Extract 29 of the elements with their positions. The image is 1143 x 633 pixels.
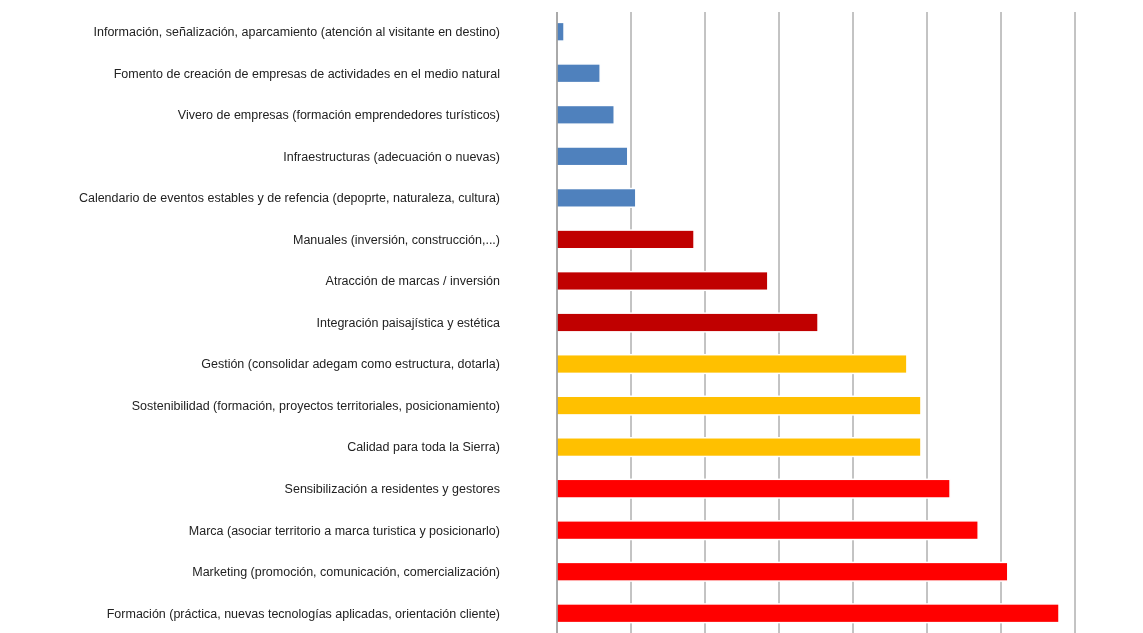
- y-tick-label: Sensibilización a residentes y gestores: [284, 482, 500, 497]
- bar: [556, 603, 1060, 624]
- bar: [556, 561, 1009, 582]
- y-tick-label: Fomento de creación de empresas de actividades en el medio natural: [113, 66, 500, 81]
- bar: [556, 104, 615, 125]
- bar: [556, 520, 979, 541]
- bar: [556, 229, 695, 250]
- y-tick-label: Sostenibilidad (formación, proyectos territoriales, posicionamiento): [131, 398, 500, 413]
- y-tick-label: Atracción de marcas / inversión: [325, 274, 501, 289]
- bar: [556, 478, 951, 499]
- bar: [556, 437, 922, 458]
- y-tick-label: Integración paisajística y estética: [316, 315, 501, 330]
- y-tick-label: Gestión (consolidar adegam como estructura, dotarla): [201, 357, 500, 372]
- bar: [556, 63, 601, 84]
- y-tick-label: Formación (práctica, nuevas tecnologías aplicadas, orientación cliente): [106, 606, 500, 621]
- bar: [556, 312, 819, 333]
- bar: [556, 270, 769, 292]
- bar: [556, 146, 629, 167]
- y-tick-label: Calendario de eventos estables y de refencia (depoprte, naturaleza, cultura): [78, 191, 500, 206]
- y-tick-label: Calidad para toda la Sierra): [347, 440, 500, 455]
- y-tick-label: Información, señalización, aparcamiento (atención al visitante en destino): [93, 25, 500, 40]
- y-tick-label: Marca (asociar territorio a marca turistica y posicionarlo): [188, 523, 500, 538]
- y-tick-label: Marketing (promoción, comunicación, comercialización): [192, 565, 500, 580]
- y-tick-label: Infraestructuras (adecuación o nuevas): [283, 149, 500, 164]
- bar: [556, 395, 922, 416]
- y-tick-label: Manuales (inversión, construcción,...): [292, 232, 500, 247]
- bar: [556, 187, 637, 208]
- y-tick-label: Vivero de empresas (formación emprendedores turísticos): [177, 108, 500, 123]
- bar: [556, 353, 908, 375]
